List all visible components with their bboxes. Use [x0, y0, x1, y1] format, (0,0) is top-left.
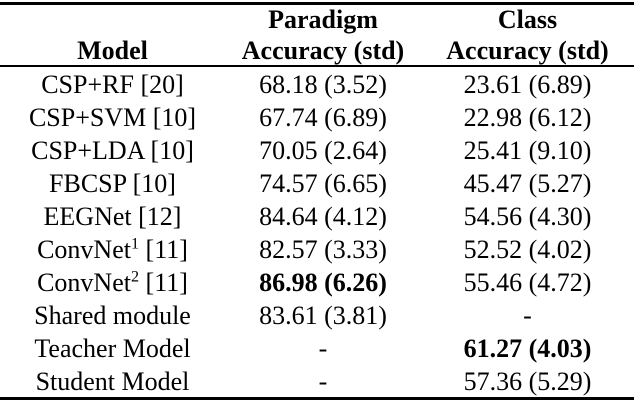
paradigm-accuracy-cell: 83.61 (3.81) — [259, 300, 387, 330]
model-cell: Student Model — [35, 366, 190, 396]
header-rule — [0, 65, 634, 67]
table-row: EEGNet [12] 84.64 (4.12) 54.56 (4.30) — [0, 200, 634, 233]
header-paradigm-accuracy: Accuracy (std) — [241, 35, 405, 65]
model-cell: Shared module — [34, 300, 191, 330]
header-row-2: Model Accuracy (std) Accuracy (std) — [0, 35, 634, 66]
table-row: Shared module 83.61 (3.81) - — [0, 299, 634, 332]
table-row: ConvNet2 [11] 86.98 (6.26) 55.46 (4.72) — [0, 266, 634, 299]
top-rule — [0, 2, 634, 5]
class-accuracy-cell: 57.36 (5.29) — [463, 366, 592, 396]
paradigm-accuracy-cell: - — [318, 366, 328, 396]
model-cell: EEGNet [12] — [43, 201, 182, 231]
paradigm-accuracy-cell: 82.57 (3.33) — [259, 234, 387, 264]
paradigm-accuracy-cell: 68.18 (3.52) — [259, 69, 387, 99]
paradigm-accuracy-cell: 67.74 (6.89) — [259, 102, 387, 132]
class-accuracy-cell: 22.98 (6.12) — [463, 102, 592, 132]
table-header: Paradigm Class Model Accuracy (std) Accu… — [0, 4, 634, 66]
table-body: CSP+RF [20] 68.18 (3.52) 23.61 (6.89) CS… — [0, 68, 634, 398]
paradigm-accuracy-cell: 86.98 (6.26) — [259, 267, 387, 297]
paradigm-accuracy-cell: 74.57 (6.65) — [259, 168, 387, 198]
table-row: CSP+LDA [10] 70.05 (2.64) 25.41 (9.10) — [0, 134, 634, 167]
class-accuracy-cell: 25.41 (9.10) — [463, 135, 592, 165]
model-cell: CSP+RF [20] — [41, 69, 184, 99]
class-accuracy-cell: 52.52 (4.02) — [463, 234, 592, 264]
header-class-accuracy: Accuracy (std) — [446, 35, 609, 65]
model-cell: ConvNet1 [11] — [37, 234, 188, 264]
header-row-1: Paradigm Class — [0, 4, 634, 35]
model-cell: ConvNet2 [11] — [37, 267, 188, 297]
table-row: Student Model - 57.36 (5.29) — [0, 365, 634, 398]
paradigm-accuracy-cell: - — [318, 333, 328, 363]
class-accuracy-cell: 45.47 (5.27) — [463, 168, 592, 198]
header-paradigm: Paradigm — [268, 4, 378, 34]
header-model: Model — [77, 35, 148, 65]
table-row: ConvNet1 [11] 82.57 (3.33) 52.52 (4.02) — [0, 233, 634, 266]
model-cell: FBCSP [10] — [49, 168, 176, 198]
model-cell: CSP+SVM [10] — [28, 102, 197, 132]
class-accuracy-cell: 55.46 (4.72) — [463, 267, 592, 297]
class-accuracy-cell: 23.61 (6.89) — [463, 69, 592, 99]
class-accuracy-cell: 54.56 (4.30) — [463, 201, 592, 231]
class-accuracy-cell: - — [523, 300, 532, 330]
table-row: FBCSP [10] 74.57 (6.65) 45.47 (5.27) — [0, 167, 634, 200]
paradigm-accuracy-cell: 84.64 (4.12) — [259, 201, 387, 231]
table-row: Teacher Model - 61.27 (4.03) — [0, 332, 634, 365]
table-row: CSP+RF [20] 68.18 (3.52) 23.61 (6.89) — [0, 68, 634, 101]
model-cell: Teacher Model — [34, 333, 191, 363]
bottom-rule — [0, 397, 634, 400]
paradigm-accuracy-cell: 70.05 (2.64) — [259, 135, 387, 165]
class-accuracy-cell: 61.27 (4.03) — [463, 333, 592, 363]
model-cell: CSP+LDA [10] — [31, 135, 194, 165]
header-class: Class — [497, 4, 558, 34]
table-row: CSP+SVM [10] 67.74 (6.89) 22.98 (6.12) — [0, 101, 634, 134]
